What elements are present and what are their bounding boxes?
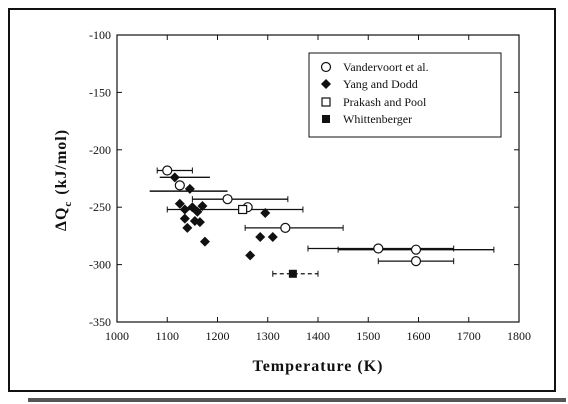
point-circle-open: [222, 194, 233, 205]
y-tick-label: -300: [89, 258, 111, 272]
frame-shadow-line: [28, 398, 566, 402]
y-axis: -100 -150 -200 -250 -300 -350: [89, 28, 519, 329]
point-circle-open: [174, 180, 185, 191]
x-tick-label: 1400: [306, 329, 330, 343]
legend-label-1: Vandervoort et al.: [343, 60, 429, 74]
point-circle-open: [373, 243, 384, 254]
point-diamond-filled: [260, 207, 271, 218]
legend-box: [308, 52, 502, 138]
point-diamond-filled: [267, 232, 278, 243]
x-axis-title: Temperature (K): [253, 358, 384, 375]
legend-label-4: Whittenberger: [343, 112, 412, 126]
y-tick-label: -150: [89, 85, 111, 99]
point-diamond-filled: [192, 206, 203, 217]
point-circle-open: [410, 256, 422, 267]
x-tick-label: 1000: [105, 329, 129, 343]
x-tick-label: 1500: [356, 329, 380, 343]
y-axis-title-unit: (kJ/mol): [53, 129, 70, 195]
point-diamond-filled: [169, 172, 180, 183]
y-axis-title: ΔQc (kJ/mol): [53, 129, 74, 231]
point-diamond-filled: [199, 236, 210, 247]
y-tick-label: -100: [89, 28, 111, 42]
point-circle-open: [162, 165, 173, 176]
x-tick-label: 1300: [256, 329, 280, 343]
point-diamond-filled: [179, 213, 190, 224]
point-circle-open: [410, 244, 422, 255]
y-tick-label: -350: [89, 315, 111, 329]
x-tick-label: 1800: [507, 329, 531, 343]
legend: Vandervoort et al. Yang and Dodd Prakash…: [308, 52, 502, 138]
legend-marker-circle-open: [320, 61, 332, 73]
point-diamond-filled: [184, 183, 195, 194]
point-diamond-filled: [197, 201, 208, 212]
x-tick-label: 1100: [155, 329, 179, 343]
point-diamond-filled: [174, 198, 185, 209]
legend-label-3: Prakash and Pool: [343, 95, 427, 109]
data-points: [162, 165, 422, 278]
legend-label-2: Yang and Dodd: [343, 77, 418, 91]
point-diamond-filled: [182, 222, 193, 233]
figure-frame: [8, 8, 556, 392]
error-bars: [156, 167, 495, 277]
legend-marker-square-open: [321, 97, 331, 107]
x-tick-label: 1600: [407, 329, 431, 343]
point-square-open: [238, 204, 248, 215]
point-diamond-filled: [255, 232, 266, 243]
y-axis-title-main: ΔQ: [53, 207, 70, 231]
x-tick-label: 1200: [206, 329, 230, 343]
legend-marker-diamond-filled: [321, 79, 331, 89]
x-tick-label: 1700: [457, 329, 481, 343]
x-axis: 1000 1100 1200 1300 1400 1500 1600 1700 1800: [105, 35, 531, 343]
y-axis-title-sub: c: [62, 201, 74, 207]
y-tick-label: -250: [89, 200, 111, 214]
legend-marker-square-filled: [322, 115, 330, 123]
point-square-filled: [288, 269, 297, 278]
point-diamond-filled: [179, 204, 190, 215]
point-circle-open: [280, 222, 291, 233]
y-tick-label: -200: [89, 143, 111, 157]
point-diamond-filled: [245, 250, 256, 261]
point-diamond-filled: [194, 217, 205, 228]
y-axis-title-group: ΔQc (kJ/mol): [53, 129, 74, 231]
